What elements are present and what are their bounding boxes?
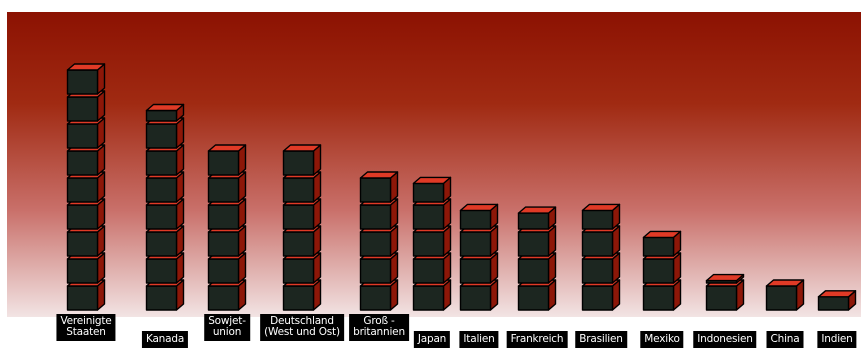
category-label: Vereinigte Staaten [56, 314, 116, 341]
bar-2 [207, 144, 247, 311]
category-label: Frankreich [506, 331, 568, 348]
cube-front [817, 296, 850, 311]
category-label: Kanada [141, 331, 189, 348]
cube-front [145, 123, 178, 149]
cube-front [459, 285, 492, 311]
cube-front [412, 231, 445, 257]
bar-4 [359, 171, 399, 311]
cube-front [207, 177, 240, 203]
cube-front [145, 258, 178, 284]
cube-top [705, 273, 745, 282]
category-label: Mexiko [640, 331, 684, 348]
cube-front [145, 204, 178, 230]
cube-front [145, 150, 178, 176]
cube-front [66, 150, 99, 176]
cube-front [359, 177, 392, 203]
cube-front [765, 285, 798, 311]
category-label: Brasilien [575, 331, 627, 348]
cube-front [581, 231, 614, 257]
cube-front [66, 177, 99, 203]
category-label: Groß - britannien [349, 314, 409, 341]
category-label: Indien [817, 331, 857, 348]
cube-front [412, 182, 445, 203]
cube-top [817, 290, 857, 298]
bar-10 [705, 273, 745, 311]
cube-front [66, 258, 99, 284]
bar-0 [66, 63, 106, 311]
cube-front [282, 204, 315, 230]
cube-front [207, 258, 240, 284]
cube-front [66, 204, 99, 230]
category-label: Indonesien [693, 331, 757, 348]
cube-top [765, 279, 805, 287]
cube-top [145, 103, 185, 112]
bar-5 [412, 176, 452, 311]
cube-front [359, 285, 392, 311]
category-label: China [766, 331, 804, 348]
cube-front [207, 150, 240, 176]
cube-top [66, 63, 106, 71]
cube-top [412, 176, 452, 185]
cube-top [359, 171, 399, 179]
cube-front [282, 150, 315, 176]
cube-front [642, 285, 675, 311]
cube-front [705, 285, 738, 311]
cube-front [66, 96, 99, 122]
cube-front [412, 258, 445, 284]
cube-front [642, 258, 675, 284]
bar-3 [282, 144, 322, 311]
cube-front [359, 258, 392, 284]
cube-front [145, 231, 178, 257]
cube-front [207, 285, 240, 311]
cube-front [517, 258, 550, 284]
cube-top [581, 203, 621, 212]
cube-top [207, 144, 247, 152]
bar-9 [642, 230, 682, 311]
cube-front [517, 285, 550, 311]
category-label: Deutschland (West und Ost) [260, 314, 344, 341]
bar-12 [817, 290, 857, 311]
cube-front [282, 231, 315, 257]
cube-front [66, 69, 99, 95]
cube-front [517, 231, 550, 257]
bar-8 [581, 203, 621, 311]
cube-front [66, 285, 99, 311]
cube-front [459, 209, 492, 230]
bar-6 [459, 203, 499, 311]
bar-1 [145, 103, 185, 311]
cube-front [359, 204, 392, 230]
cube-front [642, 236, 675, 257]
category-label: Sowjet-union [204, 314, 250, 341]
cube-front [66, 123, 99, 149]
category-label: Japan [413, 331, 451, 348]
cube-front [517, 212, 550, 230]
cube-top [642, 230, 682, 239]
bar-7 [517, 206, 557, 311]
cube-front [581, 258, 614, 284]
cube-front [282, 177, 315, 203]
cube-front [66, 231, 99, 257]
cube-front [581, 209, 614, 230]
cube-front [459, 258, 492, 284]
cube-front [145, 285, 178, 311]
cube-front [207, 204, 240, 230]
category-label: Italien [459, 331, 499, 348]
cube-front [145, 109, 178, 122]
cube-top [282, 144, 322, 152]
cube-front [359, 231, 392, 257]
cube-top [459, 203, 499, 212]
cube-front [412, 285, 445, 311]
cube-front [459, 231, 492, 257]
cube-front [282, 258, 315, 284]
bar-11 [765, 279, 805, 311]
cube-front [145, 177, 178, 203]
cube-top [517, 206, 557, 214]
cube-front [581, 285, 614, 311]
cube-front [207, 231, 240, 257]
cube-front [412, 204, 445, 230]
cube-front [282, 285, 315, 311]
